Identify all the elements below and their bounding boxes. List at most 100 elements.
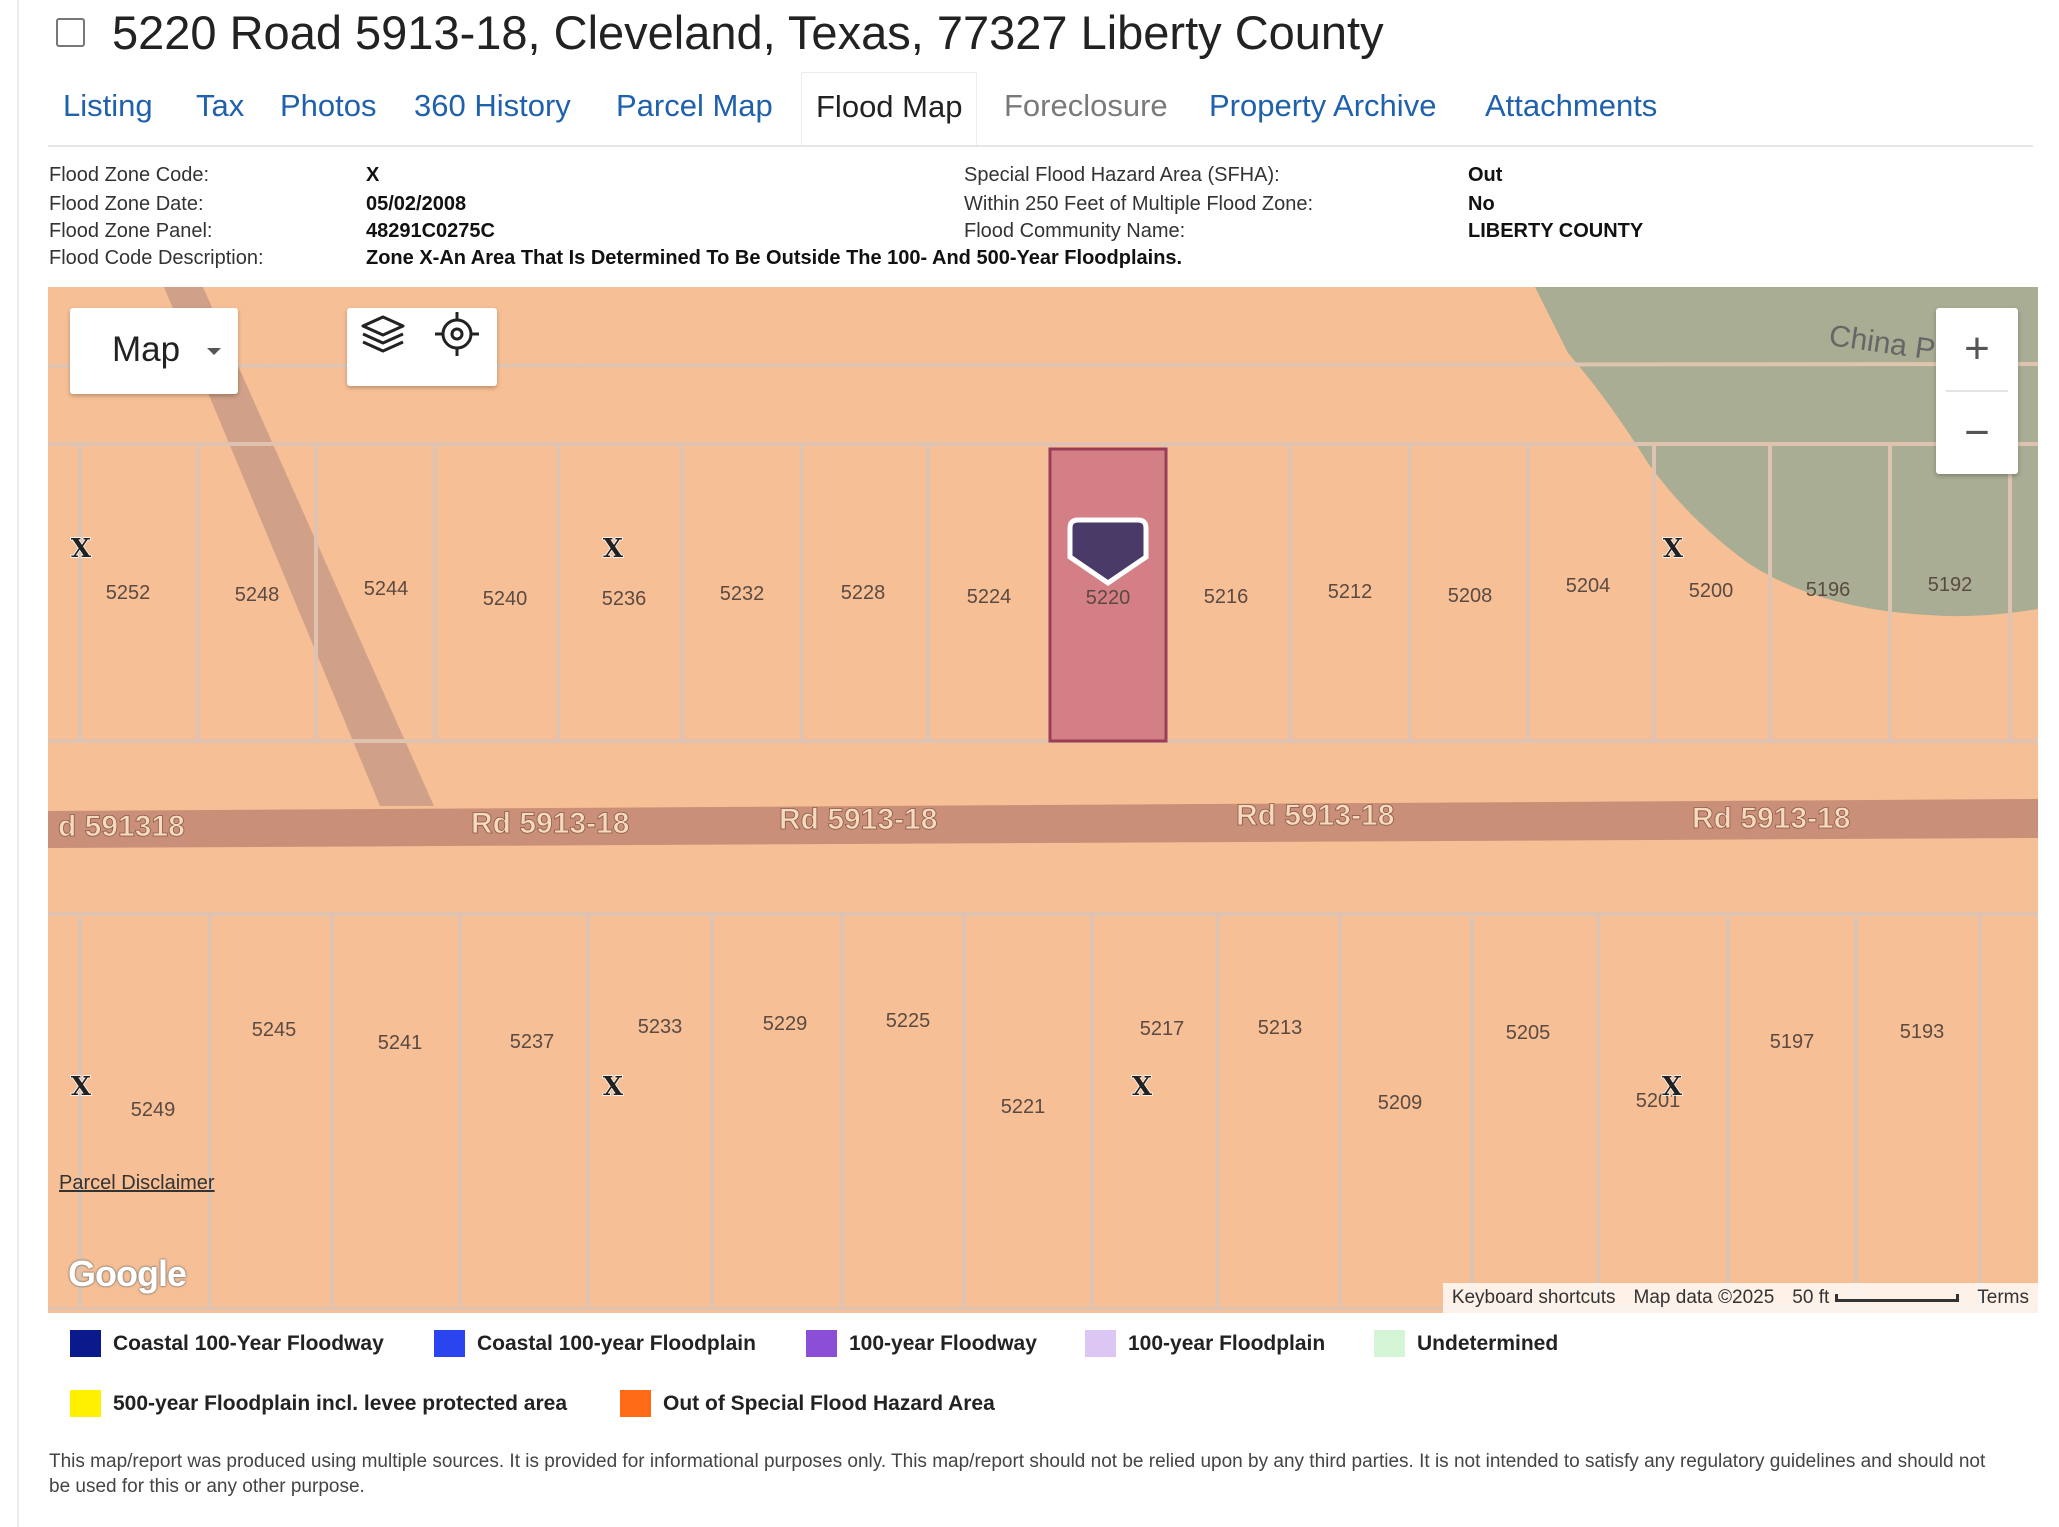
property-header: 5220 Road 5913-18, Cleveland, Texas, 773… [56, 6, 1384, 59]
legend-swatch [1085, 1330, 1116, 1357]
legend-item: 500-year Floodplain incl. levee protecte… [70, 1390, 567, 1417]
parcel-disclaimer-link[interactable]: Parcel Disclaimer [59, 1172, 215, 1194]
north-lot-line-bottom [48, 739, 2038, 743]
parcel-boundary [1408, 444, 1412, 741]
parcel-boundary [1470, 914, 1474, 1309]
road-label: Rd 5913-18 [779, 803, 937, 836]
zone-x-marker: X [603, 534, 624, 564]
parcel-number: 5224 [967, 586, 1012, 608]
flood-map[interactable]: China P 5252 5248 5244 5240 5236 5232 5228 5224… [48, 287, 2038, 1313]
parcel-boundary [962, 914, 966, 1309]
scale-bar [1835, 1293, 1960, 1302]
parcel-boundary [1216, 914, 1220, 1309]
keyboard-shortcuts-link[interactable]: Keyboard shortcuts [1451, 1287, 1616, 1308]
tab-tax[interactable]: Tax [196, 88, 245, 123]
main-road [48, 799, 2038, 848]
tab-photos[interactable]: Photos [280, 88, 377, 123]
flood-community-value: LIBERTY COUNTY [1468, 220, 1644, 242]
parcel-number: 5225 [886, 1010, 931, 1032]
tab-attachments[interactable]: Attachments [1485, 88, 1658, 123]
tab-360-history[interactable]: 360 History [414, 88, 571, 123]
zone-x-marker: X [71, 534, 92, 564]
parcel-boundary [433, 444, 437, 741]
parcel-number: 5220 [1086, 587, 1131, 609]
flood-zone-date-label: Flood Zone Date: [49, 193, 204, 215]
tab-parcel-map[interactable]: Parcel Map [616, 88, 773, 123]
south-lot-line-top [48, 912, 2038, 916]
parcel-number: 5232 [720, 583, 765, 605]
zone-x-marker: X [1662, 1072, 1683, 1102]
legend-item: Coastal 100-year Floodplain [434, 1330, 756, 1357]
locate-icon[interactable] [431, 308, 483, 360]
parcel-number: 5212 [1328, 581, 1373, 603]
map-canvas[interactable]: China P 5252 5248 5244 5240 5236 5232 5228 5224… [48, 287, 2038, 1313]
parcel-boundary [78, 444, 82, 741]
parcel-boundary [926, 444, 930, 741]
parcel-boundary [680, 444, 684, 741]
tab-bar: Listing Tax Photos 360 History Parcel Ma… [48, 70, 2033, 147]
parcel-number: 5217 [1140, 1018, 1185, 1040]
flood-zone-code-label: Flood Zone Code: [49, 164, 210, 186]
parcel-boundary [1338, 914, 1342, 1309]
parcel-number: 5252 [106, 582, 151, 604]
zone-x-marker: X [71, 1072, 92, 1102]
parcel-number: 5248 [235, 584, 280, 606]
map-tools [347, 308, 497, 386]
legend-swatch [70, 1330, 101, 1357]
zone-x-marker: X [1132, 1072, 1153, 1102]
parcel-number: 5228 [841, 582, 886, 604]
flood-zone-panel-label: Flood Zone Panel: [49, 220, 213, 242]
map-type-dropdown[interactable]: Map [70, 308, 238, 394]
parcel-number: 5213 [1258, 1017, 1303, 1039]
south-parcel-labels: 5249 5245 5241 5237 5233 5229 5225 5221 5217 5213… [131, 1010, 1945, 1121]
map-scale[interactable]: 50 ft [1783, 1287, 1968, 1309]
property-title: 5220 Road 5913-18, Cleveland, Texas, 773… [112, 5, 1384, 59]
legend-label: 100-year Floodplain [1128, 1331, 1326, 1355]
flood-zone-date-value: 05/02/2008 [366, 193, 467, 215]
parcel-number: 5229 [763, 1013, 808, 1035]
parcel-boundary [840, 914, 844, 1309]
zoom-divider [1946, 390, 2008, 392]
parcel-boundary [710, 914, 714, 1309]
property-pin-icon[interactable] [1067, 517, 1149, 587]
legend-item: Out of Special Flood Hazard Area [620, 1390, 995, 1417]
select-checkbox[interactable] [56, 17, 85, 47]
road-label: d 591318 [58, 810, 185, 843]
zoom-out-button[interactable]: − [1964, 408, 1990, 457]
legend-label: Coastal 100-Year Floodway [113, 1331, 384, 1355]
selected-parcel[interactable] [1048, 447, 1168, 743]
parcel-boundary [1596, 914, 1600, 1309]
parcel-number: 5197 [1770, 1031, 1815, 1053]
tab-listing[interactable]: Listing [63, 88, 153, 123]
parcel-boundary [556, 444, 560, 741]
legend-swatch [620, 1390, 651, 1417]
parcel-number: 5221 [1001, 1096, 1046, 1118]
legend-swatch [434, 1330, 465, 1357]
parcel-boundary [78, 914, 82, 1309]
south-lot-line-bottom [48, 1307, 2038, 1310]
legend-item: Undetermined [1374, 1330, 1558, 1357]
left-border [17, 0, 19, 1527]
terms-link[interactable]: Terms [1977, 1287, 2029, 1308]
parcel-boundary [1888, 444, 1892, 741]
sfha-value: Out [1468, 164, 1503, 186]
parcel-number: 5249 [131, 1099, 176, 1121]
parcel-number: 5216 [1204, 586, 1249, 608]
legend-label: Coastal 100-year Floodplain [477, 1331, 756, 1355]
tab-foreclosure[interactable]: Foreclosure [1004, 88, 1168, 123]
flood-community-label: Flood Community Name: [964, 220, 1186, 242]
google-logo: Google [68, 1253, 187, 1294]
legend-swatch [1374, 1330, 1405, 1357]
tab-property-archive[interactable]: Property Archive [1209, 88, 1437, 123]
parcel-boundary [458, 914, 462, 1309]
green-area [1535, 287, 2038, 617]
parcel-boundary [1726, 914, 1730, 1309]
parcel-boundary [2008, 444, 2012, 741]
zone-x-marker: X [603, 1072, 624, 1102]
parcel-number: 5245 [252, 1019, 297, 1041]
map-data-text: Map data ©2025 [1633, 1287, 1775, 1308]
layers-icon[interactable] [357, 308, 409, 360]
zoom-in-button[interactable]: + [1964, 324, 1990, 373]
tab-flood-map[interactable]: Flood Map [801, 72, 978, 145]
parcel-boundary [1978, 914, 1982, 1309]
